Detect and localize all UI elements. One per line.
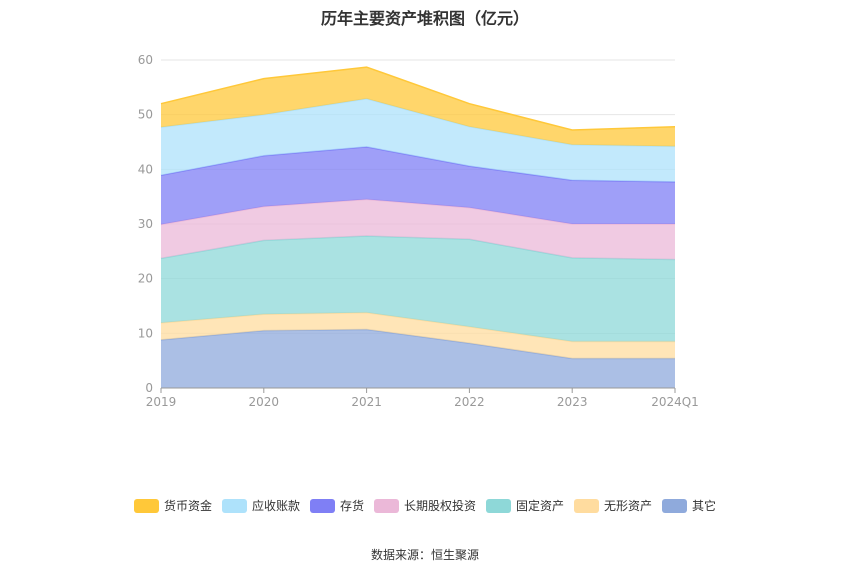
axes: 0 10 20 30 40 50 60 2019 2020 2021 2022 2023 2024Q1	[138, 53, 699, 409]
y-tick-label: 60	[138, 53, 153, 67]
legend-label: 其它	[692, 499, 717, 513]
y-tick-label: 10	[138, 326, 153, 340]
area-其它	[161, 329, 675, 388]
area-series	[160, 66, 676, 388]
x-tick-label: 2022	[454, 395, 485, 409]
area-edge-货币资金	[160, 66, 676, 131]
source-note: 数据来源：恒生聚源	[370, 548, 479, 562]
legend-label: 固定资产	[516, 499, 565, 513]
area-长期股权投资	[161, 199, 675, 260]
area-存货	[161, 146, 675, 225]
legend-swatch	[574, 498, 600, 513]
area-固定资产	[161, 236, 675, 342]
y-tick-label: 30	[138, 217, 153, 231]
legend-swatch	[133, 498, 159, 513]
area-货币资金	[161, 67, 675, 147]
x-tick-label: 2024Q1	[651, 395, 699, 409]
y-tick-label: 40	[138, 162, 153, 176]
legend-item[interactable]: 长期股权投资	[373, 497, 476, 514]
x-tick-label: 2021	[351, 395, 382, 409]
legend-item[interactable]: 固定资产	[486, 497, 564, 514]
x-tick-label: 2019	[146, 395, 177, 409]
legend-swatch	[662, 498, 688, 513]
x-tick-label: 2020	[249, 395, 280, 409]
legend-swatch	[221, 498, 247, 513]
area-无形资产	[161, 312, 675, 359]
area-应收账款	[161, 98, 675, 182]
legend-swatch	[486, 498, 511, 513]
y-tick-label: 0	[145, 381, 153, 395]
legend-label: 存货	[339, 499, 364, 513]
legend-label: 无形资产	[604, 499, 653, 513]
y-tick-label: 50	[138, 108, 153, 122]
legend: 货币资金 应收账款 存货 长期股权投资 固定资产 无形资产 其它	[0, 497, 850, 514]
legend-label: 长期股权投资	[403, 499, 476, 513]
y-tick-label: 20	[138, 272, 153, 286]
legend-item[interactable]: 其它	[662, 497, 716, 514]
legend-label: 应收账款	[251, 499, 300, 513]
chart-title: 历年主要资产堆积图（亿元）	[320, 9, 529, 28]
legend-label: 货币资金	[163, 499, 212, 513]
x-tick-label: 2023	[557, 395, 588, 409]
legend-item[interactable]: 无形资产	[574, 497, 652, 514]
legend-item[interactable]: 应收账款	[221, 497, 300, 514]
legend-item[interactable]: 存货	[309, 497, 364, 514]
legend-swatch	[373, 498, 399, 513]
legend-swatch	[309, 498, 335, 513]
legend-item[interactable]: 货币资金	[133, 497, 212, 514]
